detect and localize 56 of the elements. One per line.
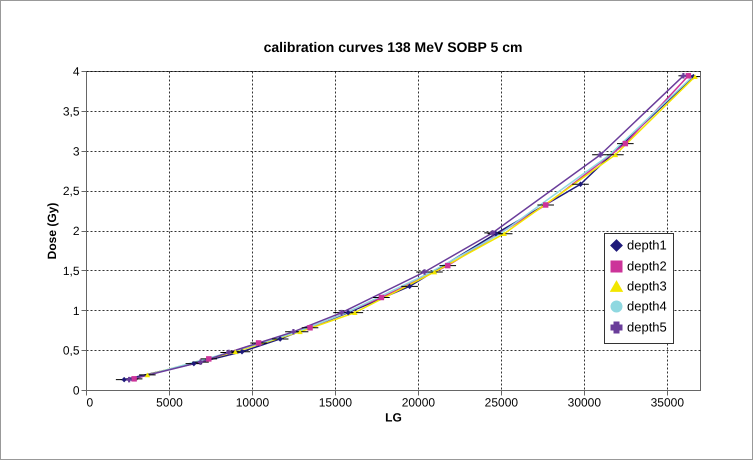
legend-label: depth3 (627, 278, 667, 294)
point (277, 336, 283, 342)
x-tick-label: 20000 (402, 396, 436, 410)
point (345, 310, 351, 316)
point (432, 270, 438, 274)
y-tick-label: 1,5 (62, 264, 80, 278)
point (680, 73, 686, 79)
point (290, 329, 296, 335)
x-tick-label: 10000 (236, 396, 270, 410)
x-tick-label: 5000 (156, 396, 184, 410)
point (121, 376, 127, 382)
x-tick-label: 0 (86, 396, 94, 410)
point (307, 325, 313, 331)
point (297, 329, 303, 334)
point (598, 152, 604, 158)
point (406, 284, 412, 290)
y-tick-label: 2 (72, 224, 80, 238)
point (422, 269, 428, 275)
y-tick-label: 1 (72, 304, 80, 318)
y-tick-label: 4 (72, 64, 80, 78)
point (126, 376, 132, 382)
point (352, 310, 358, 316)
y-tick-label: 2,5 (62, 184, 80, 198)
point (206, 356, 212, 362)
legend-label: depth1 (627, 238, 667, 252)
point (542, 202, 548, 208)
x-tick-label: 35000 (650, 396, 684, 410)
x-tick-label: 25000 (484, 396, 518, 410)
point (501, 231, 507, 236)
point (191, 360, 197, 366)
x-axis-title: LG (385, 410, 402, 424)
legend-label: depth2 (627, 258, 667, 274)
y-axis-title: Dose (Gy) (44, 202, 59, 260)
point (338, 310, 344, 316)
point (445, 262, 450, 268)
point (686, 73, 692, 79)
y-tick-label: 3,5 (62, 104, 80, 118)
point (490, 230, 496, 236)
x-tick-label: 15000 (318, 396, 352, 410)
point (256, 340, 262, 346)
point (144, 372, 150, 378)
chart-title: calibration curves 138 MeV SOBP 5 cm (264, 39, 522, 55)
point (131, 376, 137, 382)
point (622, 140, 628, 146)
point (226, 350, 232, 356)
point (239, 348, 245, 354)
y-tick-label: 0,5 (62, 344, 80, 358)
legend-label: depth4 (627, 298, 667, 314)
x-tick-label: 30000 (568, 396, 602, 410)
point (578, 182, 584, 187)
point (612, 152, 618, 158)
y-tick-label: 0 (72, 384, 80, 398)
y-tick-label: 3 (72, 144, 80, 158)
point (378, 294, 384, 300)
legend-label: depth5 (627, 320, 667, 334)
point (232, 349, 238, 354)
